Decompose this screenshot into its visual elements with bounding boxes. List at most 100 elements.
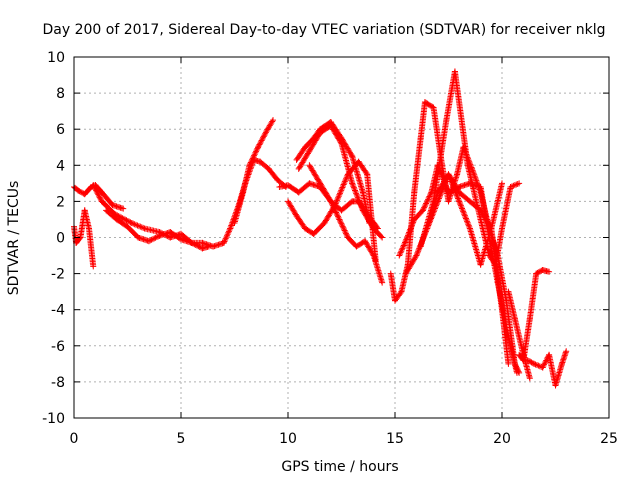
data-point	[461, 211, 468, 218]
data-point	[196, 243, 203, 250]
data-point	[451, 185, 458, 192]
y-tick-label: -8	[51, 375, 65, 391]
data-point	[400, 243, 407, 250]
series-track-j	[306, 162, 386, 286]
data-point	[356, 198, 363, 205]
series-track-q	[524, 348, 570, 389]
y-axis-label: SDTVAR / TECUs	[6, 181, 22, 296]
data-point	[459, 206, 466, 213]
data-point	[341, 227, 348, 234]
data-point	[528, 359, 535, 366]
data-point	[147, 237, 154, 244]
data-point	[228, 221, 235, 228]
data-point	[246, 162, 253, 169]
series-track-p	[516, 266, 553, 364]
data-point	[342, 230, 349, 237]
data-point	[343, 231, 350, 238]
data-point	[188, 239, 195, 246]
data-point	[513, 181, 520, 188]
data-point	[338, 222, 345, 229]
data-point	[449, 181, 456, 188]
data-point	[335, 193, 342, 200]
data-point	[465, 222, 472, 229]
data-point	[331, 205, 338, 212]
data-point	[339, 223, 346, 230]
data-point	[420, 206, 427, 213]
data-point	[259, 136, 266, 143]
data-point	[409, 220, 416, 227]
data-point	[95, 191, 102, 198]
data-point	[261, 132, 268, 139]
data-point	[445, 189, 452, 196]
x-axis-label: GPS time / hours	[281, 459, 398, 475]
data-point	[505, 360, 512, 367]
data-point	[97, 195, 104, 202]
data-point	[537, 268, 544, 275]
data-point	[155, 233, 162, 240]
data-point	[403, 236, 410, 243]
data-point	[445, 171, 452, 178]
data-point	[499, 180, 505, 187]
y-tick-label: -4	[51, 303, 65, 319]
data-point	[355, 196, 362, 203]
data-point	[247, 159, 254, 166]
data-point	[421, 203, 428, 210]
data-point	[516, 180, 523, 187]
data-point	[227, 225, 234, 232]
data-point	[270, 117, 277, 124]
data-point	[464, 219, 471, 226]
data-point	[469, 165, 476, 172]
data-point	[255, 144, 262, 151]
data-point	[532, 361, 539, 368]
data-point	[419, 207, 426, 214]
data-point	[257, 140, 264, 147]
x-tick-label: 10	[279, 431, 297, 447]
data-point	[378, 233, 385, 240]
data-point	[408, 222, 415, 229]
data-point	[247, 160, 254, 167]
data-point	[353, 190, 360, 197]
data-point	[455, 196, 462, 203]
data-point	[511, 182, 518, 189]
data-point	[354, 194, 361, 201]
data-point	[148, 236, 155, 243]
data-point	[330, 203, 337, 210]
series-track-o	[424, 171, 505, 268]
data-point	[342, 228, 349, 235]
data-point	[464, 218, 471, 225]
data-point	[446, 188, 453, 195]
series-track-d	[103, 207, 212, 252]
data-point	[194, 242, 201, 249]
data-point	[338, 220, 345, 227]
data-point	[453, 191, 460, 198]
data-point	[327, 197, 334, 204]
data-point	[399, 245, 406, 252]
data-point	[336, 190, 343, 197]
series-track-e	[231, 117, 277, 227]
data-point	[251, 152, 258, 159]
data-point	[260, 133, 267, 140]
data-point	[447, 175, 454, 182]
data-point	[93, 187, 100, 194]
data-point	[457, 201, 464, 208]
data-point	[407, 226, 414, 233]
data-point	[413, 251, 420, 258]
data-point	[446, 172, 453, 179]
data-point	[526, 375, 533, 382]
data-point	[358, 203, 365, 210]
data-point	[123, 217, 130, 224]
x-tick-label: 5	[177, 431, 186, 447]
data-point	[255, 142, 262, 149]
data-point	[333, 209, 340, 216]
data-point	[191, 241, 198, 248]
x-tick-label: 0	[70, 431, 79, 447]
data-point	[513, 369, 520, 376]
data-point	[333, 199, 340, 206]
data-point	[122, 216, 129, 223]
data-point	[422, 201, 429, 208]
data-point	[404, 233, 411, 240]
data-point	[133, 221, 140, 228]
data-point	[423, 200, 430, 207]
data-point	[454, 194, 461, 201]
data-point	[542, 358, 549, 365]
